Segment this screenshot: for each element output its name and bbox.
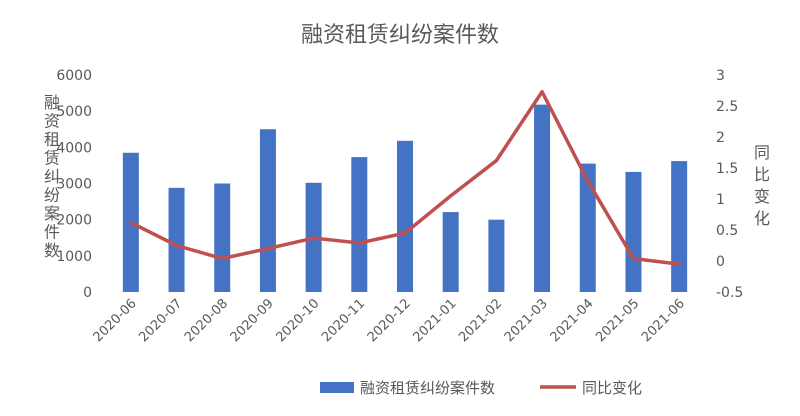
y-tick-label: 1000 [56, 249, 92, 265]
x-tick-label: 2021-01 [410, 296, 459, 345]
bar-2021-02 [488, 219, 505, 292]
line-point-2021-03 [540, 90, 544, 94]
bar-2020-11 [351, 157, 368, 292]
y-tick-label: 6000 [56, 68, 92, 84]
bar-2020-07 [168, 187, 185, 292]
bar-2021-04 [579, 163, 596, 292]
y2-tick-label: 0.5 [716, 223, 738, 239]
legend: 融资租赁纠纷案件数 同比变化 [320, 379, 642, 397]
y-tick-label: 3000 [56, 177, 92, 193]
y-tick-label: 2000 [56, 213, 92, 229]
line-point-2020-09 [266, 247, 270, 251]
x-tick-label: 2021-05 [593, 296, 642, 345]
chart-title: 融资租赁纠纷案件数 [301, 23, 499, 48]
x-tick-label: 2020-12 [365, 296, 414, 345]
x-tick-label: 2020-10 [273, 296, 322, 345]
bar-2020-09 [259, 129, 276, 292]
y-tick-label: 4000 [56, 140, 92, 156]
y2-tick-label: 2 [716, 130, 725, 146]
line-point-2020-08 [220, 257, 224, 261]
y2-axis-title: 同比变化 [754, 143, 770, 228]
legend-label-line: 同比变化 [582, 379, 642, 397]
line-point-2021-05 [631, 257, 635, 261]
line-point-2021-06 [677, 262, 681, 266]
x-tick-label: 2020-11 [319, 296, 368, 345]
x-tick-label: 2020-07 [136, 296, 185, 345]
line-point-2021-02 [494, 159, 498, 163]
right-axis-ticks: -0.5 0 0.5 1 1.5 2 2.5 3 [716, 68, 743, 301]
x-tick-label: 2021-02 [456, 296, 505, 345]
left-axis-ticks: 0 1000 2000 3000 4000 5000 6000 [56, 68, 92, 301]
x-tick-label: 2020-08 [182, 296, 231, 345]
y2-tick-label: 1.5 [716, 161, 738, 177]
y-axis-title: 融资租赁纠纷案件数 [44, 93, 60, 260]
x-tick-label: 2020-09 [228, 296, 277, 345]
right-axis-label: 同比变化 [754, 143, 770, 228]
line-point-2020-12 [403, 231, 407, 235]
x-tick-label: 2021-06 [639, 296, 688, 345]
y2-tick-label: -0.5 [716, 285, 743, 301]
x-tick-label: 2020-06 [91, 296, 140, 345]
bar-2021-03 [534, 104, 551, 292]
x-axis-ticks: 2020-062020-072020-082020-092020-102020-… [91, 296, 688, 345]
legend-swatch-bars [320, 382, 354, 393]
y-tick-label: 0 [83, 285, 92, 301]
bar-2021-05 [625, 171, 642, 292]
y2-tick-label: 2.5 [716, 99, 738, 115]
bar-2021-06 [671, 161, 688, 292]
bar-series [122, 104, 688, 292]
line-point-2021-04 [586, 179, 590, 183]
bar-2021-01 [442, 212, 459, 292]
legend-label-bars: 融资租赁纠纷案件数 [360, 379, 495, 397]
line-point-2020-10 [312, 236, 316, 240]
bar-2020-12 [397, 140, 413, 292]
y-tick-label: 5000 [56, 104, 92, 120]
line-point-2021-01 [449, 194, 453, 198]
y2-tick-label: 0 [716, 254, 725, 270]
x-tick-label: 2021-04 [548, 296, 597, 345]
x-tick-label: 2021-03 [502, 296, 551, 345]
left-axis-label: 融资租赁纠纷案件数 [44, 93, 60, 260]
y2-tick-label: 1 [716, 192, 725, 208]
line-series [129, 89, 681, 266]
line-point-2020-11 [357, 241, 361, 245]
line-point-2020-06 [129, 221, 133, 225]
y2-tick-label: 3 [716, 68, 725, 84]
line-point-2020-07 [175, 244, 179, 247]
bar-2020-08 [214, 183, 231, 292]
